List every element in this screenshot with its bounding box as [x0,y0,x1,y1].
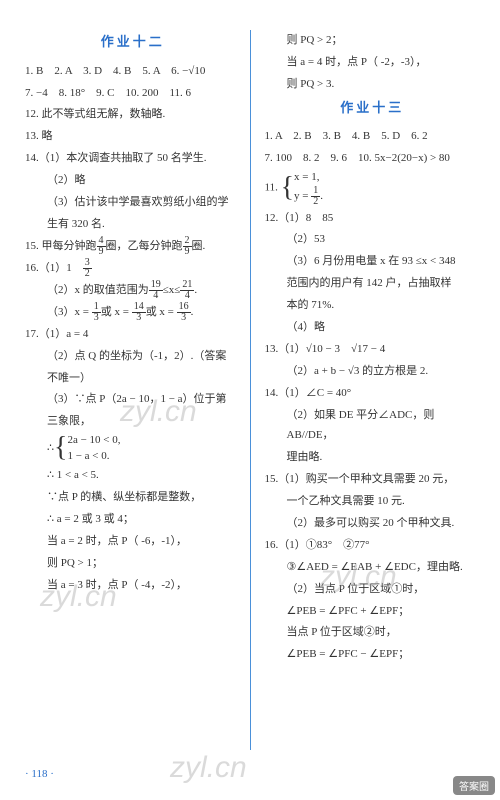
answer-sub: 则 PQ > 3. [265,74,481,95]
answer-sub: 范围内的用户有 142 户，占抽取样 [265,273,481,294]
text: 或 x = [101,306,129,318]
answer-line: 17.（1）a = 4 [25,324,241,345]
answer-sub: ∠PEB = ∠PFC − ∠EPF； [265,644,481,665]
answer-row: 7. 100 8. 2 9. 6 10. 5x−2(20−x) > 80 [265,148,481,169]
answer-sub: ∠PEB = ∠PFC + ∠EPF； [265,601,481,622]
answer-row: 7. −4 8. 18° 9. C 10. 200 11. 6 [25,83,241,104]
text: . [191,306,194,318]
text: 16.（1）1 [25,262,83,274]
answer-sub: ∵点 P 的横、纵坐标都是整数， [25,487,241,508]
text: ≤x≤ [163,284,181,296]
fraction: 49 [97,236,106,257]
answer-sub: 则 PQ > 1； [25,553,241,574]
answer-sub: 三象限， [25,411,241,432]
answer-line: 14.（1）本次调查共抽取了 50 名学生. [25,148,241,169]
answer-sub: 则 PQ > 2； [265,30,481,51]
left-column: 作业十二 1. B 2. A 3. D 4. B 5. A 6. −√10 7.… [25,30,253,790]
fraction: 214 [180,280,194,301]
answer-line: 14.（1）∠C = 40° [265,383,481,404]
answer-sub: （2）a + b − √3 的立方根是 2. [265,361,481,382]
answer-line: 12. 此不等式组无解，数轴略. [25,104,241,125]
right-column: 则 PQ > 2； 当 a = 4 时，点 P（ -2，-3）， 则 PQ > … [253,30,481,790]
answer-sub: 理由略. [265,447,481,468]
brace-icon: { [54,437,67,459]
fraction: 32 [83,258,92,279]
brace-line: y = 12. [294,190,323,202]
answer-sub: 当 a = 3 时，点 P（ -4，-2）， [25,575,241,596]
answer-sub: （3）6 月份用电量 x 在 93 ≤x < 348 [265,251,481,272]
answer-sub: （2）点 Q 的坐标为（-1，2）.（答案 [25,346,241,367]
answer-sub: 一个乙种文具需要 10 元. [265,491,481,512]
answer-sub: ∴ 1 < a < 5. [25,465,241,486]
answer-sub: 不唯一） [25,368,241,389]
section-title-13: 作业十三 [265,96,481,121]
answer-sub: 当 a = 4 时，点 P（ -2，-3）， [265,52,481,73]
brace-line: x = 1, [294,171,319,183]
page-number: · 118 · [25,768,54,780]
answer-row: 1. A 2. B 3. B 4. B 5. D 6. 2 [265,126,481,147]
fraction: 163 [177,302,191,323]
fraction: 12 [311,186,320,207]
text: （3）x = [47,306,89,318]
text: 圈，乙每分钟跑 [106,240,183,252]
answer-line: 13. 略 [25,126,241,147]
answer-sub: （3）∵点 P（2a − 10，1 − a）位于第 [25,389,241,410]
fraction: 29 [183,236,192,257]
answer-line: 15. 甲每分钟跑49圈，乙每分钟跑29圈. [25,236,241,257]
text: 圈. [192,240,206,252]
brace-line: 1 − a < 0. [67,450,109,462]
section-title-12: 作业十二 [25,30,241,55]
answer-sub: （3）估计该中学最喜欢剪纸小组的学 [25,192,241,213]
column-divider [250,30,251,750]
brace-content: 2a − 10 < 0, 1 − a < 0. [67,433,120,464]
fraction: 143 [132,302,146,323]
answer-line: 15.（1）购买一个甲种文具需要 20 元， [265,469,481,490]
answer-sub: 当 a = 2 时，点 P（ -6，-1）， [25,531,241,552]
answer-sub: ③∠AED = ∠EAB + ∠EDC，理由略. [265,557,481,578]
text: 或 x = [146,306,174,318]
answer-line: 16.（1）1 32 [25,258,241,279]
answer-sub: （2）53 [265,229,481,250]
text: ∴ [47,442,54,454]
text: 11. [265,182,278,194]
fraction: 194 [149,280,163,301]
answer-sub: ∴{2a − 10 < 0, 1 − a < 0. [25,433,241,464]
page-container: 作业十二 1. B 2. A 3. D 4. B 5. A 6. −√10 7.… [0,0,500,800]
answer-sub: （2）x 的取值范围为194≤x≤214. [25,280,241,301]
text: 15. 甲每分钟跑 [25,240,97,252]
brace-content: x = 1, y = 12. [294,170,323,206]
answer-sub: （4）略 [265,317,481,338]
site-logo: 答案圈 [453,776,495,795]
answer-sub: （2）当点 P 位于区域①时， [265,579,481,600]
text: . [194,284,197,296]
answer-line: 13.（1）√10 − 3 √17 − 4 [265,339,481,360]
answer-sub: 生有 320 名. [25,214,241,235]
answer-sub: 本的 71%. [265,295,481,316]
answer-line: 12.（1）8 85 [265,208,481,229]
answer-sub: （3）x = 13或 x = 143或 x = 163. [25,302,241,323]
answer-line: 16.（1）①83° ②77° [265,535,481,556]
answer-sub: 当点 P 位于区域②时， [265,622,481,643]
answer-sub: ∴ a = 2 或 3 或 4； [25,509,241,530]
brace-icon: { [281,177,294,199]
answer-row: 1. B 2. A 3. D 4. B 5. A 6. −√10 [25,61,241,82]
answer-sub: （2）最多可以购买 20 个甲种文具. [265,513,481,534]
answer-sub: （2）如果 DE 平分∠ADC，则 AB//DE， [265,405,481,447]
answer-sub: （2）略 [25,170,241,191]
brace-line: 2a − 10 < 0, [67,434,120,446]
fraction: 13 [92,302,101,323]
answer-line: 11. {x = 1, y = 12. [265,170,481,206]
text: （2）x 的取值范围为 [47,284,149,296]
